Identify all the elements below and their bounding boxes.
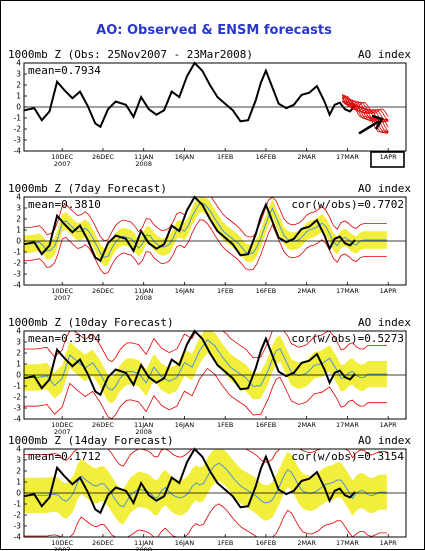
- correlation-text: cor(w/obs)=0.7702: [291, 198, 404, 211]
- y-tick-label: 1: [16, 92, 21, 101]
- y-tick-label: 3: [16, 338, 21, 347]
- mean-text: mean=0.3194: [28, 332, 101, 345]
- y-tick-label: 1: [16, 360, 21, 369]
- x-tick-label: 2MAR: [297, 539, 316, 547]
- panel-0: 1000mb Z (Obs: 25Nov2007 - 23Mar2008) AO …: [8, 48, 411, 168]
- y-tick-label: 0: [16, 489, 21, 498]
- panel-index-label: AO index: [358, 182, 411, 195]
- mean-text: mean=0.7934: [28, 64, 101, 77]
- y-tick-label: 2: [16, 467, 21, 476]
- x-tick-label: 17MAR: [336, 539, 359, 547]
- y-tick-label: 4: [16, 327, 21, 336]
- x-tick-label: 16FEB: [256, 153, 277, 161]
- x-tick-label: 2MAR: [297, 153, 316, 161]
- panel-1: 1000mb Z (7day Forecast) AO index 4 3 2 1 0 -1 -…: [8, 182, 411, 302]
- panel-label: 1000mb Z (Obs: 25Nov2007 - 23Mar2008): [8, 48, 253, 61]
- x-tick-label: 16JAN: [175, 153, 195, 161]
- y-tick-label: -4: [14, 281, 22, 290]
- x-tick-label: 1FEB: [217, 421, 233, 429]
- x-tick-label: 1FEB: [217, 153, 233, 161]
- x-tick-label: 1APR: [380, 539, 398, 547]
- y-tick-label: 0: [16, 237, 21, 246]
- y-tick-label: -4: [14, 415, 22, 424]
- y-tick-label: 3: [16, 204, 21, 213]
- x-tick-label: 2MAR: [297, 287, 316, 295]
- y-tick-label: -3: [14, 136, 22, 145]
- y-tick-label: 0: [16, 103, 21, 112]
- panel-3: 1000mb Z (14day Forecast) AO index 4 3 2 1 0 -1…: [8, 434, 411, 551]
- y-tick-label: 4: [16, 445, 21, 454]
- y-tick-label: -4: [14, 533, 22, 542]
- mean-text: mean=0.1712: [28, 450, 101, 463]
- y-tick-label: -2: [14, 393, 22, 402]
- x-tick-label: 17MAR: [336, 153, 359, 161]
- y-tick-label: -3: [14, 404, 22, 413]
- forecast-member-line: [342, 94, 388, 133]
- correlation-text: cor(w/obs)=0.5273: [291, 332, 404, 345]
- x-tick-label: 16FEB: [256, 539, 277, 547]
- y-tick-label: -2: [14, 511, 22, 520]
- ensemble-lower-line: [24, 504, 387, 537]
- x-tick-label: 1APR: [380, 421, 398, 429]
- x-tick-label: 1FEB: [217, 287, 233, 295]
- y-tick-label: 3: [16, 70, 21, 79]
- x-tick-label: 16FEB: [256, 287, 277, 295]
- panel-label: 1000mb Z (7day Forecast): [8, 182, 167, 195]
- y-tick-label: -1: [14, 500, 22, 509]
- y-tick-label: 1: [16, 478, 21, 487]
- x-tick-label: 1APR: [380, 287, 398, 295]
- correlation-text: cor(w/obs)=0.3154: [291, 450, 404, 463]
- x-tick-label: 26DEC: [92, 153, 114, 161]
- y-tick-label: 4: [16, 193, 21, 202]
- x-tick-label: 26DEC: [92, 539, 114, 547]
- panel-index-label: AO index: [358, 48, 411, 61]
- y-tick-label: -1: [14, 114, 22, 123]
- x-tick-year: 2008: [135, 546, 152, 551]
- y-tick-label: -2: [14, 259, 22, 268]
- mean-text: mean=0.3810: [28, 198, 101, 211]
- y-tick-label: 3: [16, 456, 21, 465]
- y-tick-label: -2: [14, 125, 22, 134]
- x-tick-label: 1APR: [380, 153, 398, 161]
- y-tick-label: -3: [14, 522, 22, 531]
- y-tick-label: 2: [16, 215, 21, 224]
- x-tick-label: 16JAN: [175, 421, 195, 429]
- x-tick-year: 2008: [135, 160, 152, 168]
- y-tick-label: -3: [14, 270, 22, 279]
- y-tick-label: -4: [14, 147, 22, 156]
- x-tick-label: 26DEC: [92, 287, 114, 295]
- panel-index-label: AO index: [358, 316, 411, 329]
- x-tick-label: 16JAN: [175, 287, 195, 295]
- y-tick-label: 1: [16, 226, 21, 235]
- y-tick-label: -1: [14, 248, 22, 257]
- x-tick-year: 2007: [54, 160, 71, 168]
- x-tick-label: 16JAN: [175, 539, 195, 547]
- panel-label: 1000mb Z (10day Forecast): [8, 316, 174, 329]
- x-tick-year: 2008: [135, 294, 152, 302]
- y-tick-label: -1: [14, 382, 22, 391]
- x-tick-label: 26DEC: [92, 421, 114, 429]
- x-tick-label: 1FEB: [217, 539, 233, 547]
- x-tick-label: 17MAR: [336, 287, 359, 295]
- x-tick-label: 16FEB: [256, 421, 277, 429]
- panel-index-label: AO index: [358, 434, 411, 447]
- y-tick-label: 4: [16, 59, 21, 68]
- figure-title: AO: Observed & ENSM forecasts: [96, 23, 332, 38]
- y-tick-label: 2: [16, 81, 21, 90]
- x-tick-label: 2MAR: [297, 421, 316, 429]
- panel-label: 1000mb Z (14day Forecast): [8, 434, 174, 447]
- panel-2: 1000mb Z (10day Forecast) AO index 4 3 2 1 0 -1…: [8, 316, 411, 436]
- x-tick-year: 2007: [54, 294, 71, 302]
- x-tick-year: 2007: [54, 546, 71, 551]
- x-tick-label: 17MAR: [336, 421, 359, 429]
- y-tick-label: 2: [16, 349, 21, 358]
- y-tick-label: 0: [16, 371, 21, 380]
